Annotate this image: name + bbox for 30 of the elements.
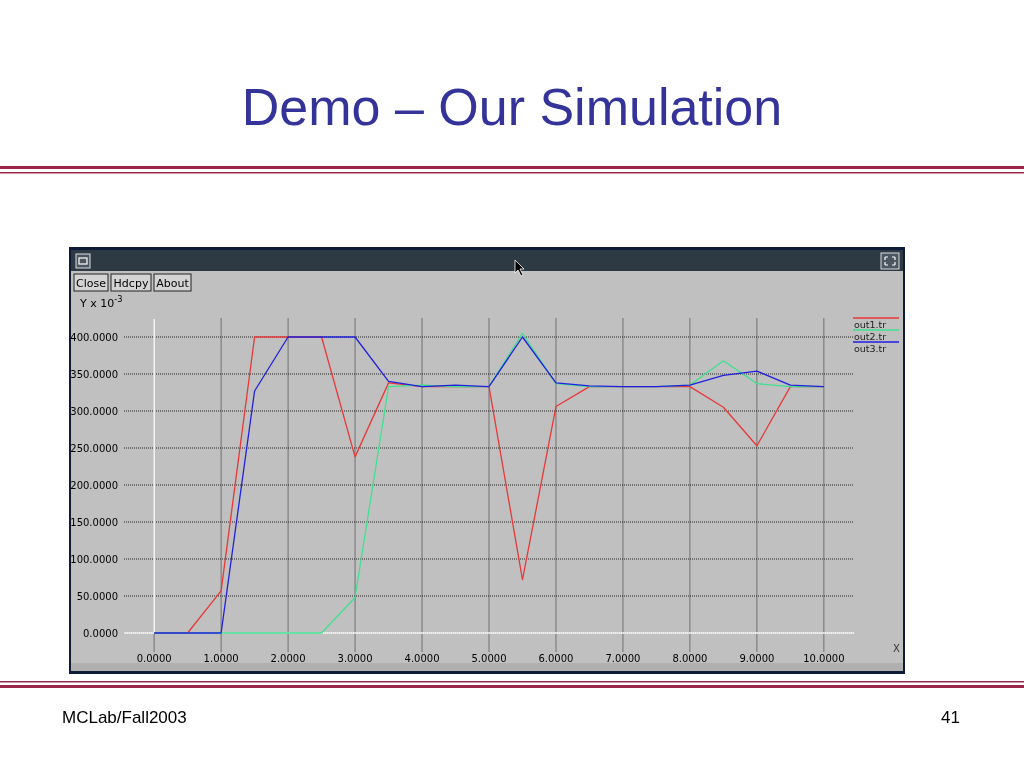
y-tick-label: 0.0000 [83,628,118,639]
y-tick-label: 100.0000 [70,554,118,565]
x-tick-label: 7.0000 [605,653,641,664]
y-tick-label: 200.0000 [70,480,118,491]
text: About [156,276,190,290]
y-tick-label: 250.0000 [70,443,118,454]
y-tick-label: 150.0000 [70,517,118,528]
text: Hdcpy [113,276,149,290]
legend-label: out3.tr [854,343,887,354]
x-tick-label: 0.0000 [136,653,172,664]
x-tick-label: 3.0000 [337,653,373,664]
y-tick-label: 50.0000 [76,591,118,602]
y-axis-title: Y x 10$^{-3}$ [79,294,123,310]
text: MCLab/Fall2003 [62,708,187,727]
legend-label: out2.tr [854,331,887,342]
y-tick-label: 300.0000 [70,406,118,417]
x-tick-label: 6.0000 [538,653,574,664]
x-tick-label: 10.0000 [803,653,845,664]
text: Close [76,276,107,290]
text: 41 [941,708,960,727]
x-tick-label: 2.0000 [270,653,306,664]
legend-label: out1.tr [854,319,887,330]
x-tick-label: 1.0000 [203,653,239,664]
chart-title: Demo – Our Simulation [241,78,783,136]
x-axis-title: X [893,643,900,654]
x-tick-label: 4.0000 [404,653,440,664]
x-tick-label: 5.0000 [471,653,507,664]
y-tick-label: 350.0000 [70,369,118,380]
x-tick-label: 9.0000 [739,653,775,664]
x-tick-label: 8.0000 [672,653,708,664]
